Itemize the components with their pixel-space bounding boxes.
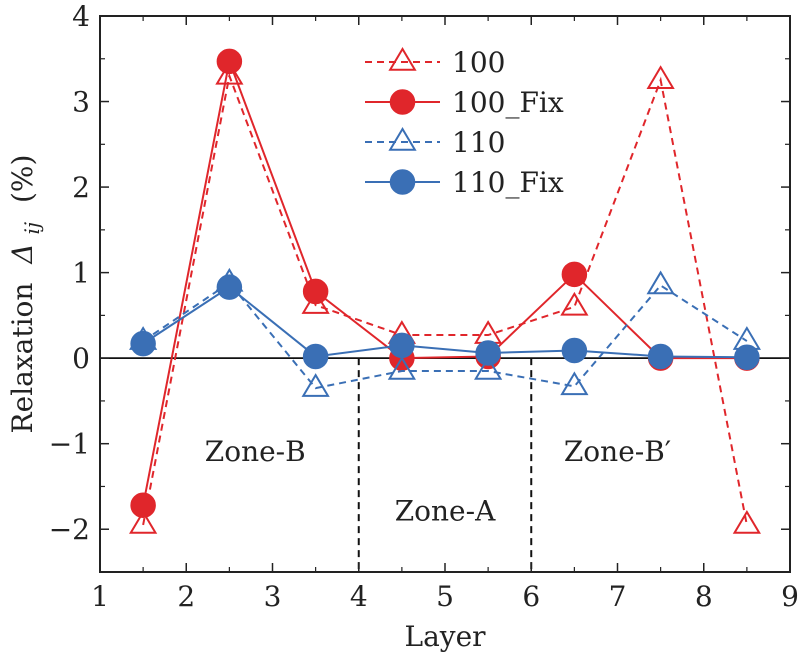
y-tick-label: 4 bbox=[72, 0, 90, 33]
series-line bbox=[142, 72, 748, 526]
data-point bbox=[646, 65, 675, 89]
x-tick-label: 9 bbox=[781, 580, 799, 613]
y-axis-label-unit: (%) bbox=[6, 155, 39, 203]
legend-marker bbox=[388, 127, 417, 151]
data-point bbox=[216, 48, 243, 75]
data-point bbox=[647, 343, 674, 370]
x-tick-label: 4 bbox=[350, 580, 368, 613]
plot-area bbox=[100, 357, 790, 572]
y-axis-label-symbol: Δ bbox=[6, 243, 39, 264]
y-axis-label-subscript: ij bbox=[20, 222, 44, 235]
data-point bbox=[475, 340, 501, 366]
data-point bbox=[560, 291, 589, 316]
x-tick-label: 5 bbox=[436, 580, 454, 613]
zone-label: Zone-A bbox=[395, 495, 496, 528]
y-tick-label: 3 bbox=[72, 86, 90, 119]
x-tick-label: 7 bbox=[609, 580, 627, 613]
series-110-fix bbox=[130, 274, 760, 371]
y-axis-label: Relaxation Δ ij (%) bbox=[6, 155, 46, 434]
x-tick-label: 2 bbox=[177, 580, 195, 613]
legend-marker bbox=[388, 47, 417, 71]
legend-label: 110_Fix bbox=[452, 166, 564, 199]
axes: 1 2 3 4 5 6 7 8 9 −2 −1 0 1 2 3 4 bbox=[49, 0, 799, 613]
data-point bbox=[387, 356, 416, 380]
y-axis-label-text: Relaxation bbox=[6, 283, 39, 434]
data-point bbox=[130, 492, 156, 519]
x-tick-label: 1 bbox=[91, 580, 109, 613]
legend-marker bbox=[389, 169, 416, 195]
legend-item: 110 bbox=[365, 126, 505, 159]
legend-item: 110_Fix bbox=[365, 166, 564, 199]
legend-marker bbox=[389, 89, 416, 115]
zone-label: Zone-B′ bbox=[564, 435, 671, 468]
y-tick-label: −2 bbox=[49, 513, 90, 546]
y-tick-label: 2 bbox=[72, 171, 90, 204]
series-line bbox=[142, 57, 747, 506]
zone-labels: Zone-B Zone-A Zone-B′ bbox=[205, 435, 671, 528]
data-point bbox=[302, 343, 329, 370]
legend-label: 100_Fix bbox=[452, 86, 564, 119]
data-point bbox=[389, 332, 415, 359]
data-point bbox=[474, 356, 503, 380]
y-tick-label: 1 bbox=[72, 257, 90, 290]
data-point bbox=[560, 371, 589, 396]
y-tick-label: −1 bbox=[49, 428, 90, 461]
legend-item: 100 bbox=[365, 46, 505, 79]
data-point bbox=[216, 274, 243, 300]
legend: 100 100_Fix 110 110_Fix bbox=[365, 46, 564, 199]
legend-item: 100_Fix bbox=[365, 86, 564, 119]
data-point bbox=[129, 509, 158, 534]
series-line bbox=[142, 285, 747, 359]
y-tick-label: 0 bbox=[72, 342, 90, 375]
data-point bbox=[302, 278, 329, 305]
plot-frame bbox=[99, 15, 791, 573]
data-point bbox=[561, 261, 588, 288]
data-point bbox=[215, 60, 244, 85]
x-tick-label: 6 bbox=[522, 580, 540, 613]
zone-label: Zone-B bbox=[205, 435, 306, 468]
data-point bbox=[646, 270, 675, 295]
x-axis-label: Layer bbox=[404, 620, 486, 653]
data-point bbox=[301, 373, 330, 397]
data-point bbox=[130, 330, 156, 357]
legend-label: 100 bbox=[452, 46, 505, 79]
legend-label: 110 bbox=[452, 126, 505, 159]
x-tick-label: 3 bbox=[264, 580, 282, 613]
x-tick-label: 8 bbox=[695, 580, 713, 613]
series-line bbox=[142, 281, 748, 390]
series-layer bbox=[129, 48, 761, 534]
data-point bbox=[561, 337, 588, 364]
data-point bbox=[732, 509, 761, 534]
data-point bbox=[734, 344, 760, 371]
